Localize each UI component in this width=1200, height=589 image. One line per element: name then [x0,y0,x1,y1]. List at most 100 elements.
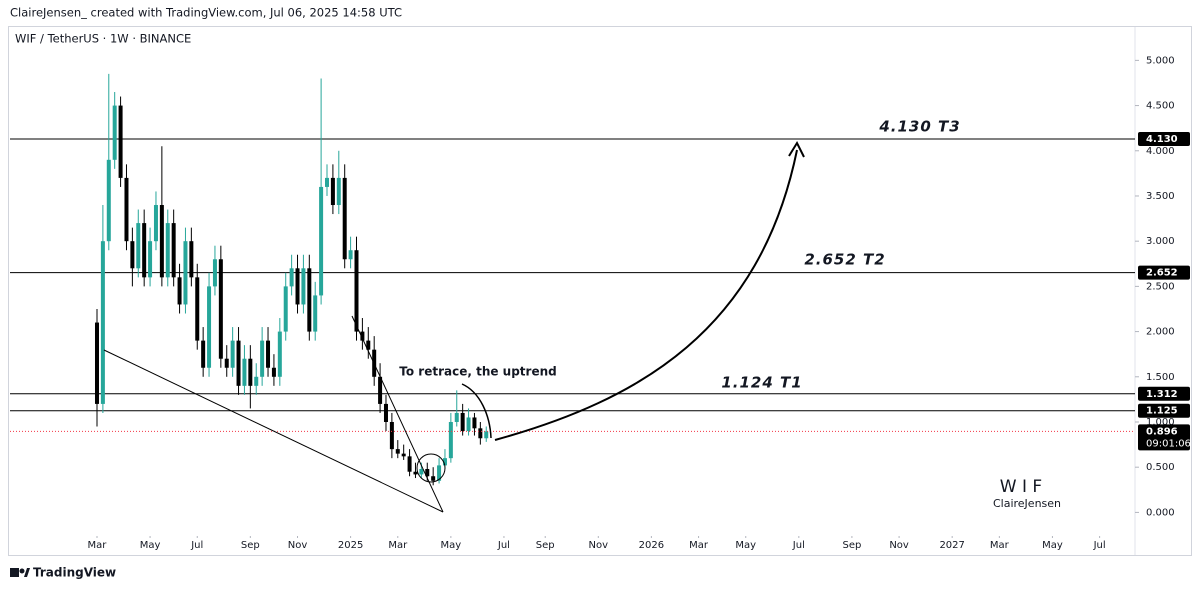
candle-body [207,286,212,368]
last-price-box [1138,424,1190,451]
level-label-box [1138,386,1190,401]
candle-body [130,241,135,269]
candle-body [295,268,300,305]
arrow-head [788,140,805,158]
candle-body [224,358,229,368]
y-tick-label: 3.500 [1146,191,1175,202]
candle-body [325,177,330,187]
candle-body [354,250,359,332]
candle-body [177,277,182,305]
candle-body [136,223,141,269]
x-tick-label: Sep [842,540,861,551]
candle-body [460,412,465,432]
x-tick-label: May [140,540,161,551]
candle-body [307,268,312,332]
level-label: 1.312 [1146,389,1178,400]
x-tick-label: Sep [536,540,555,551]
candle-body [153,205,158,242]
x-tick-label: Mar [88,540,108,551]
candle-body [389,421,394,450]
candle-body [100,241,105,404]
level-label-box [1138,265,1190,280]
annotation: 2.652 T2 [804,251,885,269]
x-tick-label: May [735,540,756,551]
candle-body [218,259,223,359]
x-tick-label: Jul [1093,540,1106,551]
candle-body [212,259,217,287]
y-tick-label: 4.500 [1146,101,1175,112]
wedge-lower [103,349,444,513]
candle-body [242,358,247,386]
y-tick-label: 5.000 [1146,55,1175,66]
chart-frame [8,26,1192,556]
candle-body [201,340,206,368]
candle-body [360,331,365,341]
x-tick-label: Jul [792,540,805,551]
y-tick-label: 1.500 [1146,372,1175,383]
candle-body [118,105,123,178]
candle-body [472,417,477,429]
y-tick-label: 2.000 [1146,327,1175,338]
wedge-upper [351,315,444,513]
candle-body [260,340,265,377]
x-tick-label: Jul [190,540,203,551]
x-tick-label: Nov [589,540,609,551]
candle-body [266,340,271,368]
candle-body [142,223,147,278]
y-tick-label: 1.000 [1146,417,1175,428]
candle-body [301,268,306,305]
candle-body [478,428,483,439]
candle-body [348,250,353,260]
candle-body [419,469,424,475]
symbol: WIF / TetherUS · 1W · BINANCE [15,32,191,46]
x-tick-label: 2025 [338,540,363,551]
x-tick-label: Sep [241,540,260,551]
candle-body [230,340,235,368]
candle-body [159,205,164,278]
candle-body [236,340,241,386]
countdown: 09:01:06 [1146,438,1191,449]
candle-body [124,177,129,242]
footer-logo [10,568,30,577]
x-tick-label: 2026 [639,540,664,551]
candle-body [283,286,288,332]
candle-body [407,456,412,472]
candle-body [413,471,418,475]
x-tick-label: Nov [889,540,909,551]
candle-body [94,322,99,404]
candle-body [401,453,406,457]
last-price-label: 0.896 [1146,426,1178,437]
candle-body [277,331,282,377]
candle-body [171,223,176,278]
circle-marker [416,453,446,483]
level-label-box [1138,132,1190,147]
level-label-box [1138,403,1190,418]
x-tick-label: 2027 [939,540,964,551]
candle-body [271,367,276,377]
candle-body [183,241,188,305]
candle-body [319,186,324,296]
candle-body [383,403,388,422]
candle-body [248,358,253,386]
x-tick-label: Mar [388,540,408,551]
candle-body [189,241,194,278]
candle-body [106,159,111,242]
candle-body [165,223,170,278]
retrace-arrow [461,383,492,439]
candle-body [395,449,400,454]
candle-body [148,241,153,278]
candle-body [466,417,471,432]
candle-body [289,268,294,287]
candle-body [442,458,447,466]
x-tick-label: Mar [689,540,709,551]
annotation: 4.130 T3 [878,118,960,136]
projection-arrow [494,149,798,441]
level-label: 1.125 [1146,406,1178,417]
x-tick-label: May [441,540,462,551]
y-tick-label: 0.500 [1146,462,1175,473]
candle-body [254,376,259,386]
candle-body [425,469,430,477]
y-tick-label: 0.000 [1146,507,1175,518]
level-label: 2.652 [1146,268,1178,279]
annotation: To retrace, the uptrend [399,365,556,379]
